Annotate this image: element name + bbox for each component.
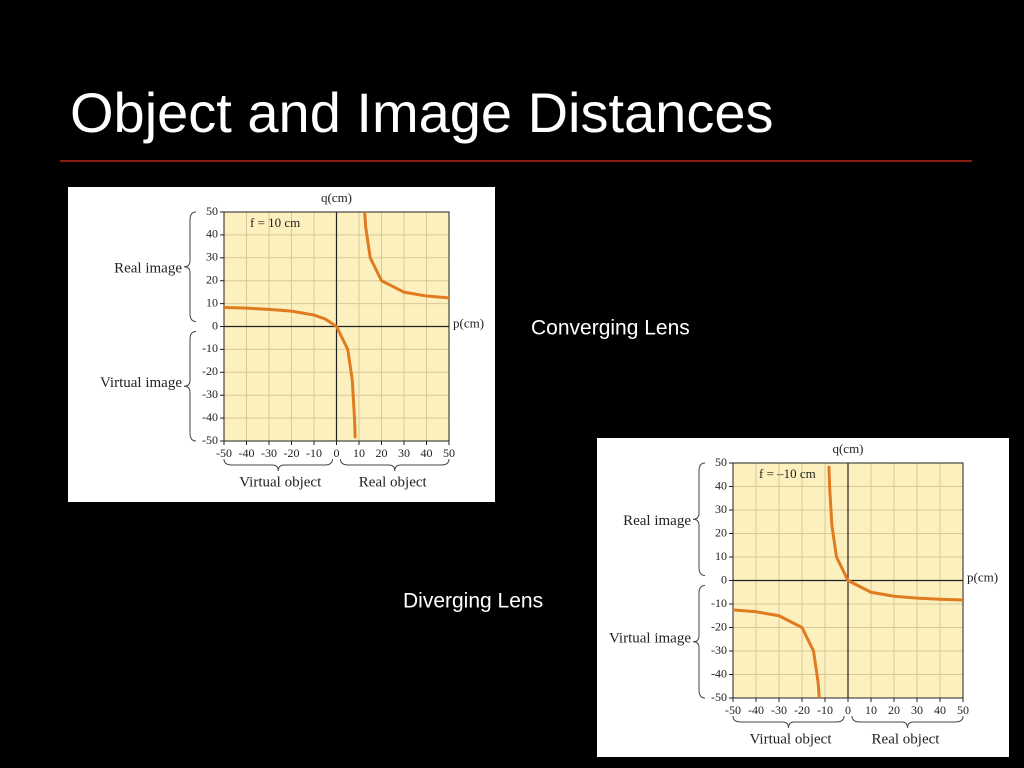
curve — [733, 465, 963, 698]
y-tick-label: 50 — [206, 204, 218, 218]
plot-frame — [732, 462, 964, 699]
group-label: Virtual object — [239, 474, 322, 490]
x-tick-label: 40 — [934, 703, 946, 717]
x-tick-label: -30 — [261, 446, 277, 460]
slide-title: Object and Image Distances — [70, 81, 773, 144]
x-tick-label: 50 — [957, 703, 969, 717]
curve — [224, 212, 449, 439]
brace — [183, 331, 197, 442]
y-tick-label: 30 — [715, 502, 727, 516]
y-axis-label: q(cm) — [832, 441, 863, 456]
y-tick-label: 50 — [715, 455, 727, 469]
x-tick-label: -40 — [748, 703, 764, 717]
annotation: f = 10 cm — [250, 215, 300, 230]
x-tick-label: 20 — [376, 446, 388, 460]
y-tick-label: 20 — [715, 525, 727, 539]
y-tick-label: -30 — [711, 643, 727, 657]
y-tick-label: -50 — [711, 690, 727, 704]
y-tick-label: -10 — [711, 596, 727, 610]
brace — [732, 715, 845, 729]
y-axis-label: q(cm) — [321, 190, 352, 205]
group-label: Virtual image — [609, 631, 691, 647]
x-axis-label: p(cm) — [967, 569, 998, 584]
plot-frame — [223, 211, 450, 442]
y-tick-label: 20 — [206, 272, 218, 286]
y-tick-label: -20 — [711, 619, 727, 633]
brace — [692, 585, 706, 699]
brace — [692, 462, 706, 576]
x-tick-label: 10 — [865, 703, 877, 717]
group-label: Real image — [623, 513, 691, 529]
brace — [183, 211, 197, 322]
x-tick-label: 50 — [443, 446, 455, 460]
y-tick-label: 30 — [206, 250, 218, 264]
x-tick-label: 20 — [888, 703, 900, 717]
caption: Diverging Lens — [403, 590, 543, 613]
x-tick-label: -50 — [216, 446, 232, 460]
y-tick-label: -10 — [202, 341, 218, 355]
group-label: Real image — [114, 261, 182, 277]
brace — [851, 715, 964, 729]
group-label: Real object — [359, 474, 428, 490]
chart: -50 -40 -30 -20 -10 0 10 20 30 40 50 -50 -40 -30 -20 -1… — [597, 438, 1009, 757]
x-tick-label: -40 — [239, 446, 255, 460]
x-tick-label: -10 — [817, 703, 833, 717]
chart: -50 -40 -30 -20 -10 0 10 20 30 40 50 -50 -40 -30 -20 -1… — [68, 187, 495, 502]
y-tick-label: 40 — [206, 227, 218, 241]
brace — [223, 458, 333, 472]
y-tick-label: -20 — [202, 364, 218, 378]
x-tick-label: -20 — [284, 446, 300, 460]
x-tick-label: -50 — [725, 703, 741, 717]
x-tick-label: 0 — [334, 446, 340, 460]
y-tick-label: 10 — [715, 549, 727, 563]
brace — [340, 458, 450, 472]
group-label: Real object — [872, 731, 941, 747]
group-label: Virtual image — [100, 375, 182, 391]
y-tick-label: 0 — [721, 572, 727, 586]
y-tick-label: -30 — [202, 387, 218, 401]
x-tick-label: 10 — [353, 446, 365, 460]
y-tick-label: -50 — [202, 433, 218, 447]
y-tick-label: 0 — [212, 318, 218, 332]
y-tick-label: 10 — [206, 295, 218, 309]
x-tick-label: 0 — [845, 703, 851, 717]
caption: Converging Lens — [531, 317, 690, 340]
x-tick-label: 40 — [421, 446, 433, 460]
group-label: Virtual object — [750, 731, 833, 747]
x-tick-label: -10 — [306, 446, 322, 460]
annotation: f = –10 cm — [759, 466, 816, 481]
x-tick-label: -30 — [771, 703, 787, 717]
y-tick-label: 40 — [715, 478, 727, 492]
x-tick-label: 30 — [911, 703, 923, 717]
y-tick-label: -40 — [202, 410, 218, 424]
x-tick-label: -20 — [794, 703, 810, 717]
x-tick-label: 30 — [398, 446, 410, 460]
y-tick-label: -40 — [711, 666, 727, 680]
x-axis-label: p(cm) — [453, 315, 484, 330]
